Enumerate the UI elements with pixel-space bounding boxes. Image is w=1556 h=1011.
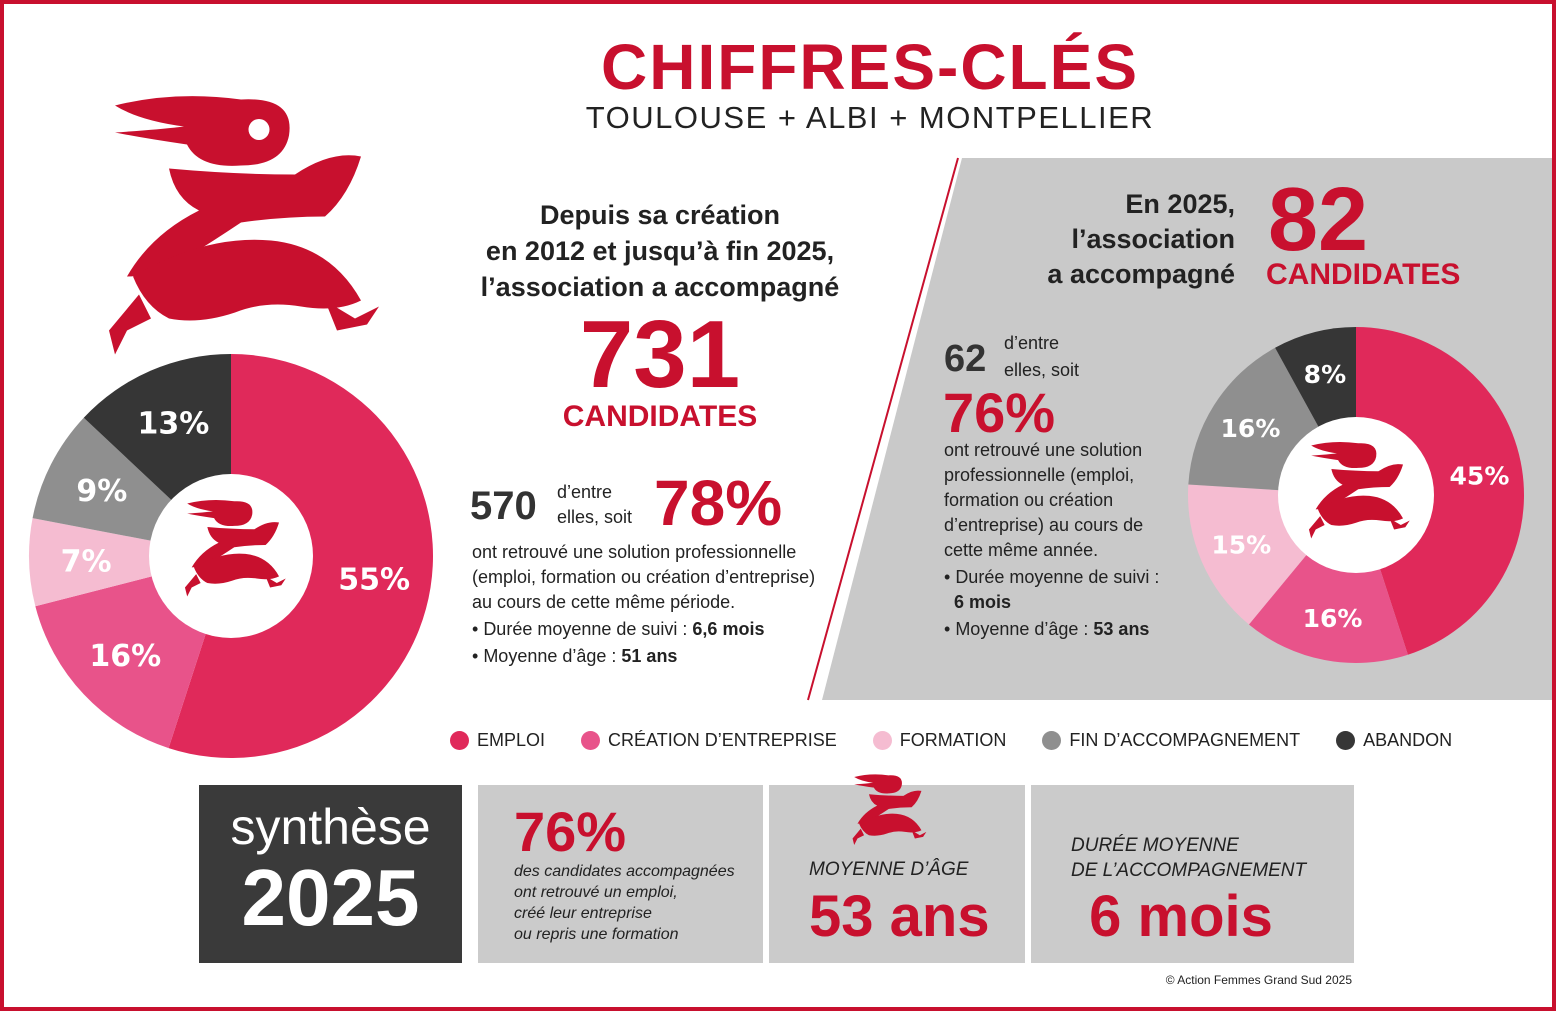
duration-card-value: 6 mois — [1089, 884, 1273, 949]
age-card-value: 53 ans — [809, 884, 990, 949]
legend-label: CRÉATION D’ENTREPRISE — [608, 730, 837, 750]
legend-label: ABANDON — [1363, 730, 1453, 750]
year-2025-sub-count: 62 — [944, 338, 987, 380]
intro-line: a accompagné — [1047, 259, 1235, 289]
age-value: 51 ans — [621, 646, 678, 666]
slice-label: 8% — [1304, 360, 1346, 389]
percent-card: 76% des candidates accompagnées ont retr… — [478, 785, 763, 963]
percent-description: des candidates accompagnées ont retrouvé… — [514, 861, 735, 945]
slice-label: 45% — [1450, 461, 1510, 490]
legend-label: FORMATION — [899, 730, 1007, 750]
duration-label: Durée moyenne de suivi : — [483, 619, 693, 639]
slice-label: 55% — [338, 562, 410, 597]
intro-line: Depuis sa création — [539, 200, 781, 230]
desc-line: formation ou création — [944, 490, 1114, 510]
synthese-year: 2025 — [241, 853, 420, 942]
age-label: Moyenne d’âge : — [955, 619, 1094, 639]
year-2025-count-label: CANDIDATES — [1266, 258, 1461, 291]
year-2025-description: ont retrouvé une solution professionnell… — [944, 438, 1159, 642]
desc-line: des candidates accompagnées — [514, 863, 735, 880]
desc-line: ont retrouvé un emploi, — [514, 884, 678, 901]
pie-slice — [1356, 327, 1524, 655]
running-woman-logo-icon — [109, 96, 379, 355]
synthese-card: synthèse 2025 — [199, 785, 462, 963]
intro-line: l’association — [1071, 224, 1235, 254]
overall-sub-count: 570 — [470, 484, 537, 528]
age-item: • Moyenne d’âge : 51 ans — [472, 646, 678, 666]
desc-line: cette même année. — [944, 540, 1099, 560]
desc-line: ont retrouvé une solution professionnell… — [472, 542, 797, 562]
age-item: • Moyenne d’âge : 53 ans — [944, 619, 1150, 639]
sub-text-line: elles, soit — [1004, 360, 1080, 380]
year-2025-intro: En 2025, l’association a accompagné — [1000, 187, 1235, 292]
label-line: DE L’ACCOMPAGNEMENT — [1071, 860, 1307, 881]
legend-swatch — [581, 731, 601, 750]
legend-swatch — [1042, 731, 1062, 750]
sub-text-line: d’entre — [1004, 333, 1060, 353]
intro-line: En 2025, — [1125, 189, 1235, 219]
overall-intro: Depuis sa création en 2012 et jusqu’à fi… — [460, 197, 860, 305]
percent-value: 76% — [514, 800, 627, 863]
divider-line — [807, 157, 959, 701]
duration-label: Durée moyenne de suivi : — [955, 567, 1160, 587]
legend-item: EMPLOI — [450, 730, 545, 751]
duration-item: • Durée moyenne de suivi : 6 mois — [944, 567, 1160, 612]
year-2025-count: 82 — [1268, 170, 1369, 270]
pie-slice — [28, 518, 231, 607]
desc-line: créé leur entreprise — [514, 905, 652, 922]
overall-percent: 78% — [654, 467, 783, 539]
desc-line: d’entreprise) au cours de — [944, 515, 1144, 535]
year-2025-percent: 76% — [943, 381, 1056, 444]
page-subtitle: TOULOUSE + ALBI + MONTPELLIER — [585, 100, 1155, 135]
age-card: MOYENNE D’ÂGE 53 ans — [769, 785, 1025, 963]
duration-value: 6,6 mois — [692, 619, 765, 639]
desc-line: au cours de cette même période. — [472, 592, 736, 612]
desc-line: (emploi, formation ou création d’entrepr… — [472, 567, 816, 587]
legend-swatch — [872, 731, 892, 750]
legend-item: FIN D’ACCOMPAGNEMENT — [1042, 730, 1300, 751]
overall-sub-text: d’entre elles, soit — [557, 480, 632, 530]
legend-swatch — [450, 731, 469, 750]
slice-label: 16% — [1303, 604, 1363, 633]
legend-label: EMPLOI — [477, 730, 546, 750]
intro-line: l’association a accompagné — [480, 272, 840, 302]
running-woman-logo-icon — [852, 774, 927, 846]
slice-label: 16% — [1221, 414, 1281, 443]
desc-line: ont retrouvé une solution — [944, 440, 1143, 460]
chart-legend: EMPLOI CRÉATION D’ENTREPRISE FORMATION FIN … — [450, 730, 1452, 751]
legend-label: FIN D’ACCOMPAGNEMENT — [1069, 730, 1301, 750]
duration-value: 6 mois — [954, 592, 1012, 612]
duration-card: DURÉE MOYENNE DE L’ACCOMPAGNEMENT 6 mois — [1031, 785, 1354, 963]
desc-line: ou repris une formation — [514, 926, 679, 943]
intro-line: en 2012 et jusqu’à fin 2025, — [485, 236, 835, 266]
desc-line: professionnelle (emploi, — [944, 465, 1135, 485]
year-2025-donut-chart: 45% 16% 15% 16% 8% — [1188, 327, 1524, 663]
slice-label: 7% — [61, 544, 112, 579]
copyright: © Action Femmes Grand Sud 2025 — [1165, 973, 1352, 987]
page-title: CHIFFRES-CLÉS — [601, 31, 1139, 103]
duration-item: • Durée moyenne de suivi : 6,6 mois — [472, 619, 765, 639]
duration-card-label: DURÉE MOYENNE DE L’ACCOMPAGNEMENT — [1071, 833, 1306, 883]
age-card-label: MOYENNE D’ÂGE — [809, 859, 969, 880]
slice-label: 15% — [1211, 531, 1271, 560]
legend-item: ABANDON — [1336, 730, 1452, 751]
sub-text-line: elles, soit — [557, 507, 633, 527]
running-woman-logo-icon — [184, 500, 286, 597]
slice-label: 13% — [138, 407, 210, 442]
overall-description: ont retrouvé une solution professionnell… — [472, 540, 815, 669]
sub-text-line: d’entre — [557, 482, 613, 502]
label-line: DURÉE MOYENNE — [1071, 835, 1239, 856]
synthese-word: synthèse — [230, 799, 431, 855]
running-woman-logo-icon — [1308, 442, 1410, 539]
legend-item: FORMATION — [872, 730, 1007, 751]
legend-item: CRÉATION D’ENTREPRISE — [581, 730, 837, 751]
slice-label: 16% — [89, 639, 161, 674]
age-value: 53 ans — [1093, 619, 1150, 639]
slice-label: 9% — [76, 474, 127, 509]
year-2025-sub-text: d’entre elles, soit — [1004, 330, 1079, 384]
overall-count-label: CANDIDATES — [562, 400, 758, 433]
overall-count: 731 — [579, 301, 741, 408]
age-label: Moyenne d’âge : — [483, 646, 622, 666]
legend-swatch — [1336, 731, 1356, 750]
